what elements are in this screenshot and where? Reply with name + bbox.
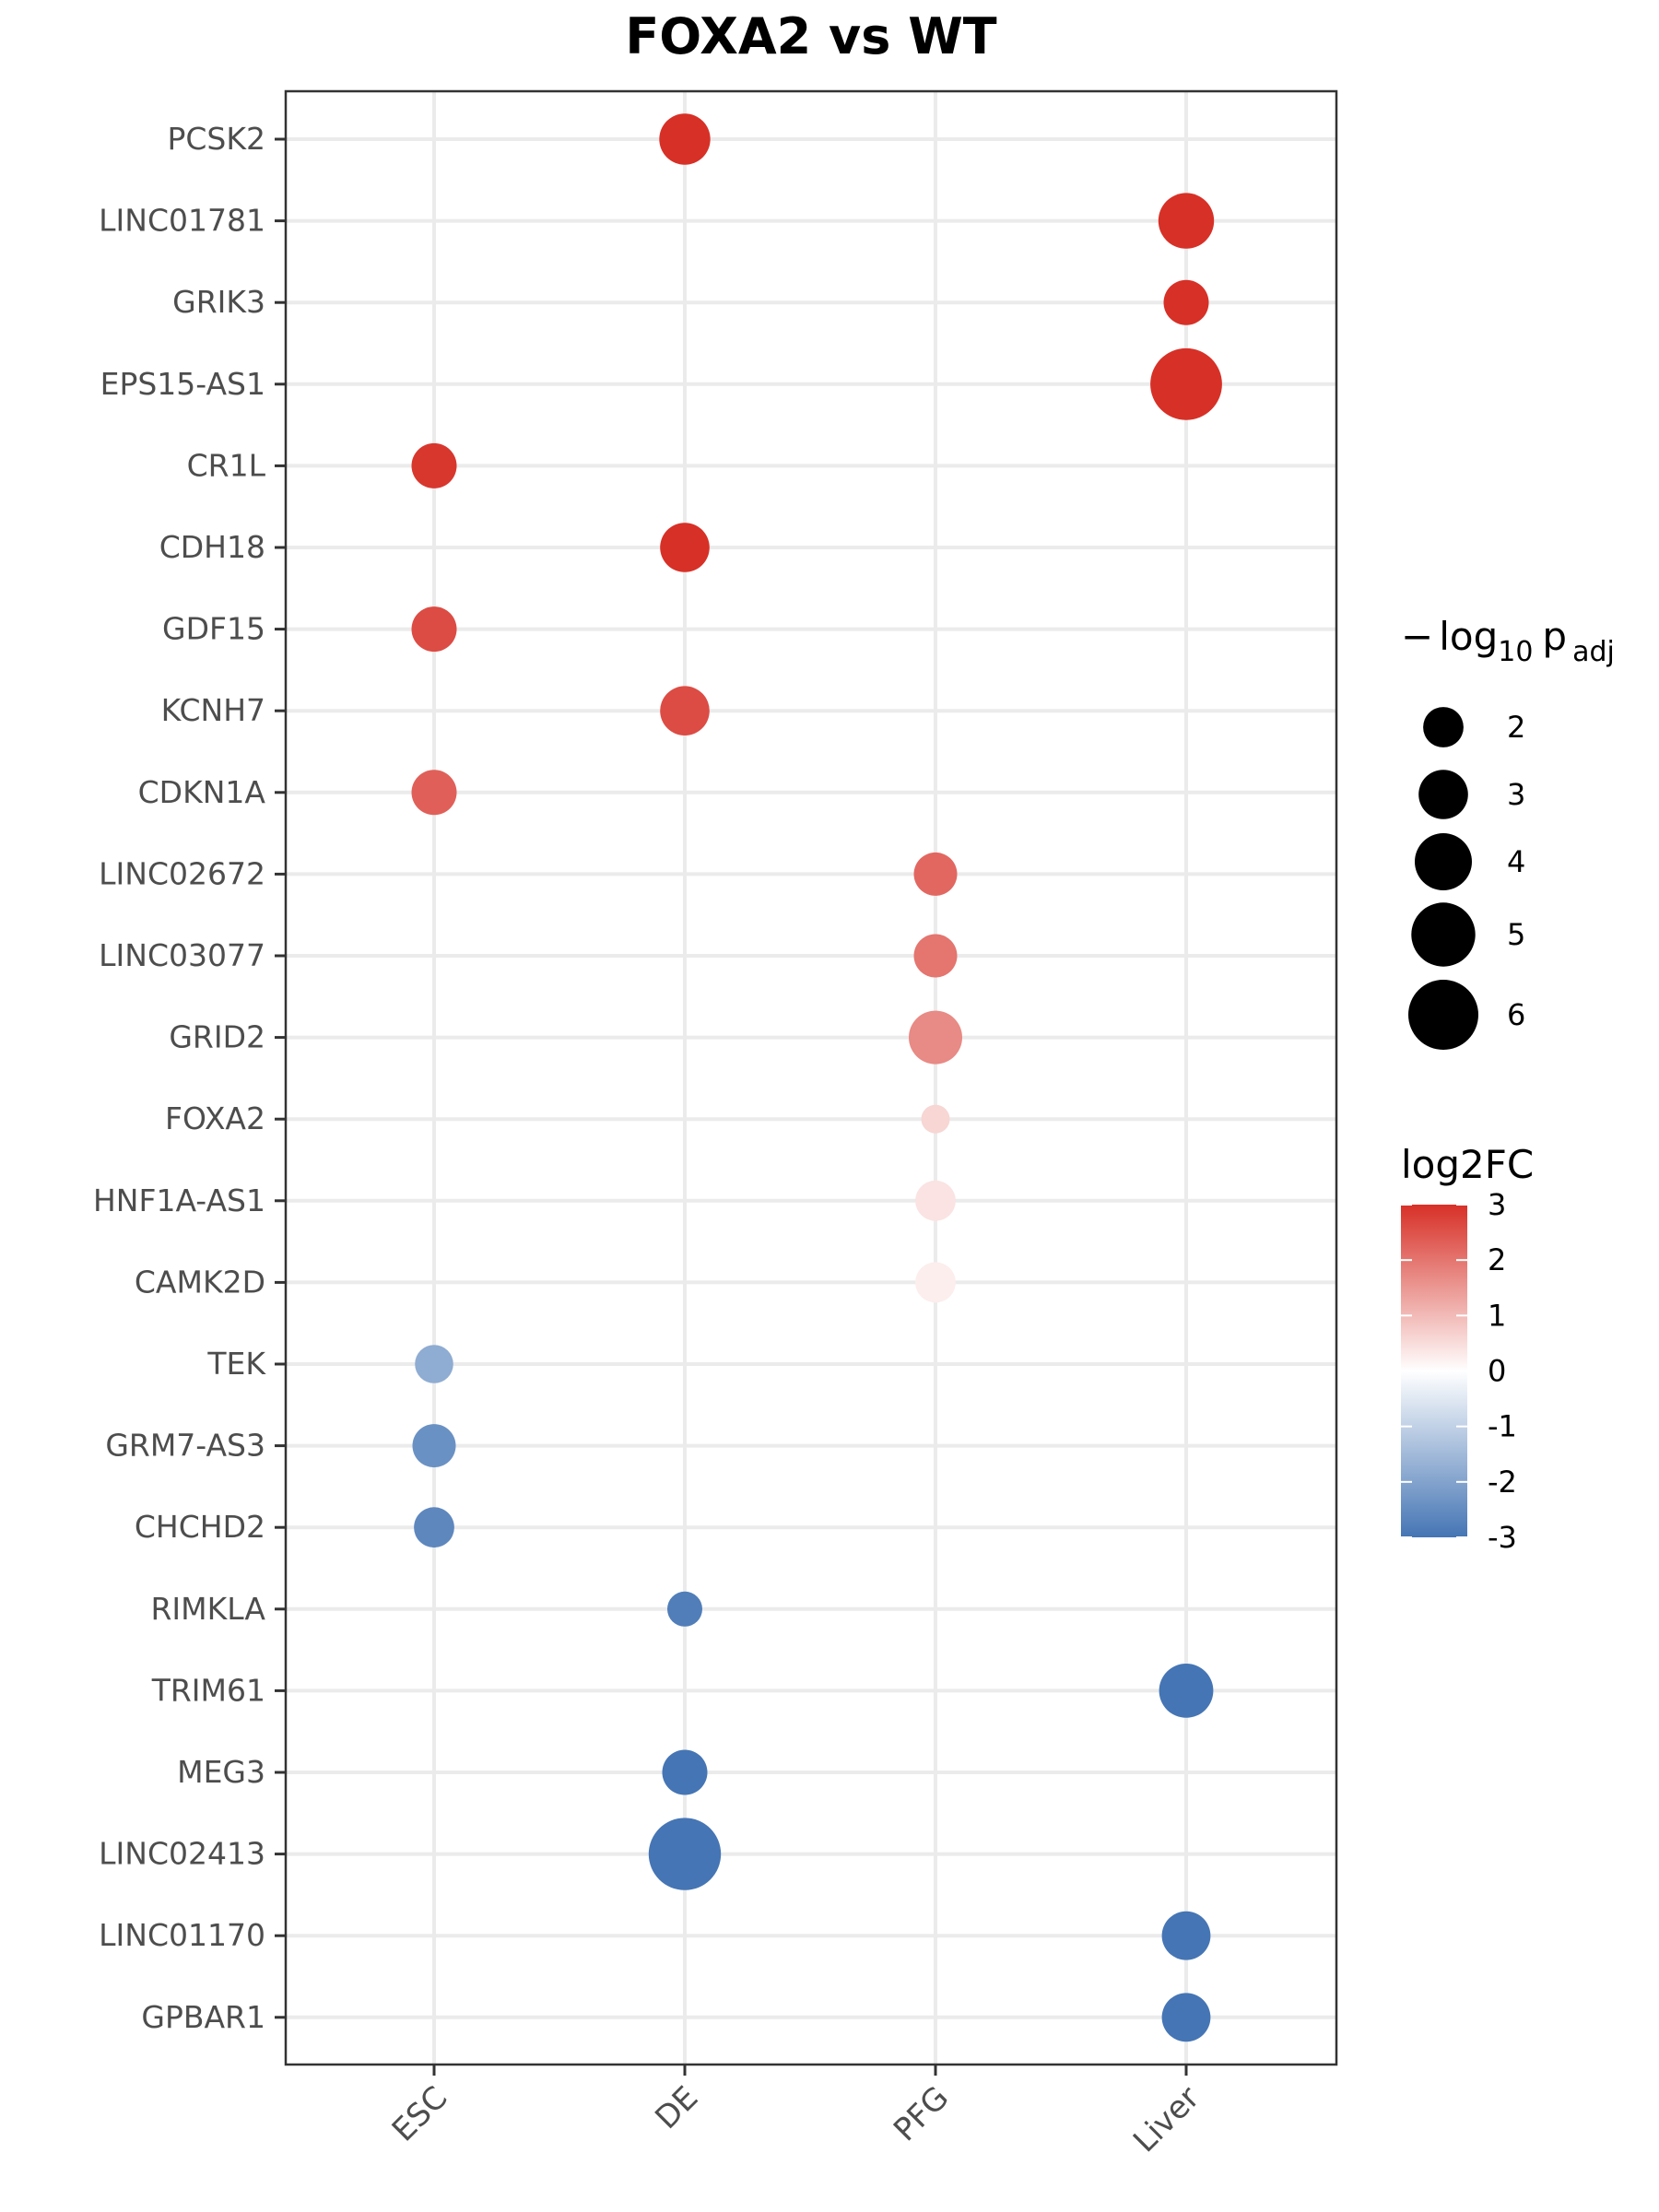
color-legend-label: -1 (1488, 1409, 1517, 1444)
y-tick-label: HNF1A-AS1 (93, 1182, 265, 1218)
y-tick-label: RIMKLA (151, 1591, 266, 1627)
chart-title: FOXA2 vs WT (625, 7, 996, 65)
y-tick-label: CDH18 (159, 529, 265, 565)
y-axis: PCSK2 LINC01781 GRIK3 EPS15-AS1 CR1L CDH18 GDF… (93, 121, 286, 2035)
size-legend-title: − log10 p adj (1401, 614, 1615, 668)
size-legend-key (1408, 980, 1478, 1050)
size-legend-label: 5 (1507, 917, 1525, 952)
y-tick-label: TEK (206, 1346, 266, 1382)
size-legend-key (1415, 833, 1472, 890)
color-legend-label: 2 (1488, 1242, 1506, 1277)
size-legend-title-minus: − (1401, 614, 1433, 659)
y-tick-label: LINC01781 (99, 203, 265, 239)
data-point (915, 1180, 956, 1221)
y-tick-label: LINC02672 (99, 855, 265, 891)
size-legend-title-p-sub: adj (1572, 636, 1615, 668)
size-legend-key (1418, 770, 1468, 819)
y-tick-label: GRID2 (169, 1019, 265, 1055)
size-legend-key (1411, 902, 1476, 967)
size-legend-title-log: log (1439, 614, 1498, 659)
size-legend-title-log-sub: 10 (1498, 636, 1533, 668)
color-legend-title: log2FC (1401, 1142, 1534, 1187)
data-point (414, 1507, 454, 1548)
size-legend-label: 2 (1507, 710, 1525, 745)
y-tick-label: CAMK2D (135, 1264, 265, 1300)
data-point (909, 1010, 962, 1065)
y-tick-label: GRIK3 (172, 284, 265, 320)
y-tick-label: CR1L (187, 447, 266, 483)
data-point (913, 852, 958, 896)
y-tick-label: LINC03077 (99, 937, 265, 973)
data-points (411, 113, 1222, 2042)
grid-lines (286, 91, 1336, 2065)
data-point (921, 1104, 950, 1134)
data-point (411, 770, 457, 816)
data-point (915, 1262, 956, 1303)
size-legend-label: 6 (1507, 997, 1525, 1032)
color-legend-label: -3 (1488, 1520, 1517, 1555)
data-point (913, 934, 958, 978)
data-point (1158, 193, 1215, 249)
data-point (648, 1818, 722, 1890)
data-point (662, 1749, 708, 1795)
plot-panel (284, 89, 1338, 2066)
y-tick-label: CDKN1A (138, 774, 266, 810)
y-tick-label: GDF15 (162, 611, 265, 647)
data-point (659, 113, 711, 165)
y-tick-label: LINC01170 (99, 1917, 265, 1953)
data-point (1159, 1664, 1214, 1718)
data-point (1163, 279, 1209, 325)
x-tick-label: Liver (1126, 2079, 1206, 2159)
x-tick-label: DE (648, 2079, 705, 2136)
y-tick-label: TRIM61 (151, 1672, 265, 1708)
x-axis: ESC DE PFG Liver (385, 2065, 1206, 2159)
data-point (411, 442, 457, 488)
data-point (667, 1591, 702, 1627)
size-legend-items: 2 3 4 5 6 (1408, 707, 1525, 1050)
data-point (415, 1345, 453, 1383)
data-point (411, 606, 457, 653)
x-tick-label: PFG (887, 2079, 956, 2148)
x-tick-label: ESC (385, 2079, 455, 2149)
y-tick-label: EPS15-AS1 (100, 366, 265, 402)
color-legend-ticks: 3 2 1 0 -1 -2 -3 (1401, 1187, 1517, 1555)
y-tick-label: PCSK2 (167, 121, 265, 157)
color-legend-label: 0 (1488, 1354, 1506, 1389)
data-point (412, 1424, 456, 1468)
y-tick-label: CHCHD2 (135, 1509, 265, 1545)
data-point (1161, 1911, 1211, 1960)
color-legend-label: -2 (1488, 1465, 1517, 1500)
size-legend-key (1423, 707, 1464, 747)
data-point (1150, 347, 1222, 420)
y-tick-label: GPBAR1 (141, 1999, 265, 2035)
y-tick-label: MEG3 (177, 1754, 265, 1790)
size-legend-label: 4 (1507, 844, 1525, 879)
color-legend-label: 3 (1488, 1187, 1506, 1222)
data-point (660, 686, 710, 735)
data-point (1161, 1993, 1211, 2042)
data-point (660, 523, 710, 572)
y-tick-label: FOXA2 (165, 1100, 265, 1136)
size-legend-label: 3 (1507, 777, 1525, 812)
color-legend: log2FC 3 2 1 0 -1 -2 -3 (1401, 1142, 1534, 1555)
y-tick-label: LINC02413 (99, 1836, 265, 1872)
size-legend: − log10 p adj 2 3 4 5 6 (1401, 614, 1615, 1050)
y-tick-label: KCNH7 (161, 692, 265, 728)
size-legend-title-p: p (1542, 614, 1567, 659)
y-tick-label: GRM7-AS3 (105, 1428, 265, 1464)
color-legend-label: 1 (1488, 1298, 1506, 1333)
